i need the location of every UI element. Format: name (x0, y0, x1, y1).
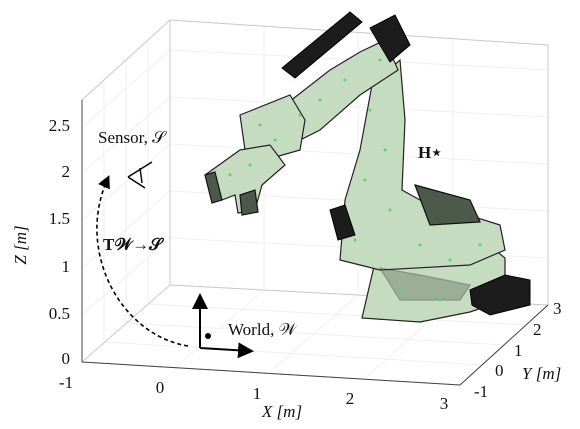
transform-label: T𝒲→𝒮 (103, 235, 164, 254)
z-tick-label: 0 (62, 349, 71, 368)
sensor-label: Sensor, 𝒮 (98, 128, 167, 147)
x-tick-label: -1 (59, 373, 73, 392)
x-tick-label: 0 (156, 378, 165, 397)
x-tick-label: 1 (253, 384, 262, 403)
grid (82, 25, 548, 378)
y-tick-label: 3 (553, 299, 562, 318)
robot (205, 12, 530, 322)
y-axis-label: Y [m] (522, 364, 561, 383)
z-tick-label: 1.5 (49, 209, 70, 228)
target-label: H⋆ (418, 143, 442, 162)
x-tick-label: 3 (440, 394, 449, 413)
z-tick-label: 1 (62, 257, 71, 276)
x-tick-label: 2 (346, 389, 355, 408)
figure: Sensor, 𝒮 World, 𝒲 H⋆ T𝒲→𝒮 0 0.5 1 1.5 2… (0, 0, 580, 429)
axis-box (82, 20, 548, 385)
z-tick-label: 0.5 (49, 304, 70, 323)
y-tick-label: 2 (533, 320, 542, 339)
x-axis-label: X [m] (261, 402, 302, 421)
y-tick-label: 1 (514, 341, 523, 360)
y-tick-label: 0 (495, 361, 504, 380)
z-tick-label: 2 (62, 162, 71, 181)
z-tick-label: 2.5 (49, 116, 70, 135)
world-label: World, 𝒲 (228, 320, 299, 339)
z-axis-label: Z [m] (11, 225, 30, 264)
y-tick-label: -1 (474, 382, 488, 401)
